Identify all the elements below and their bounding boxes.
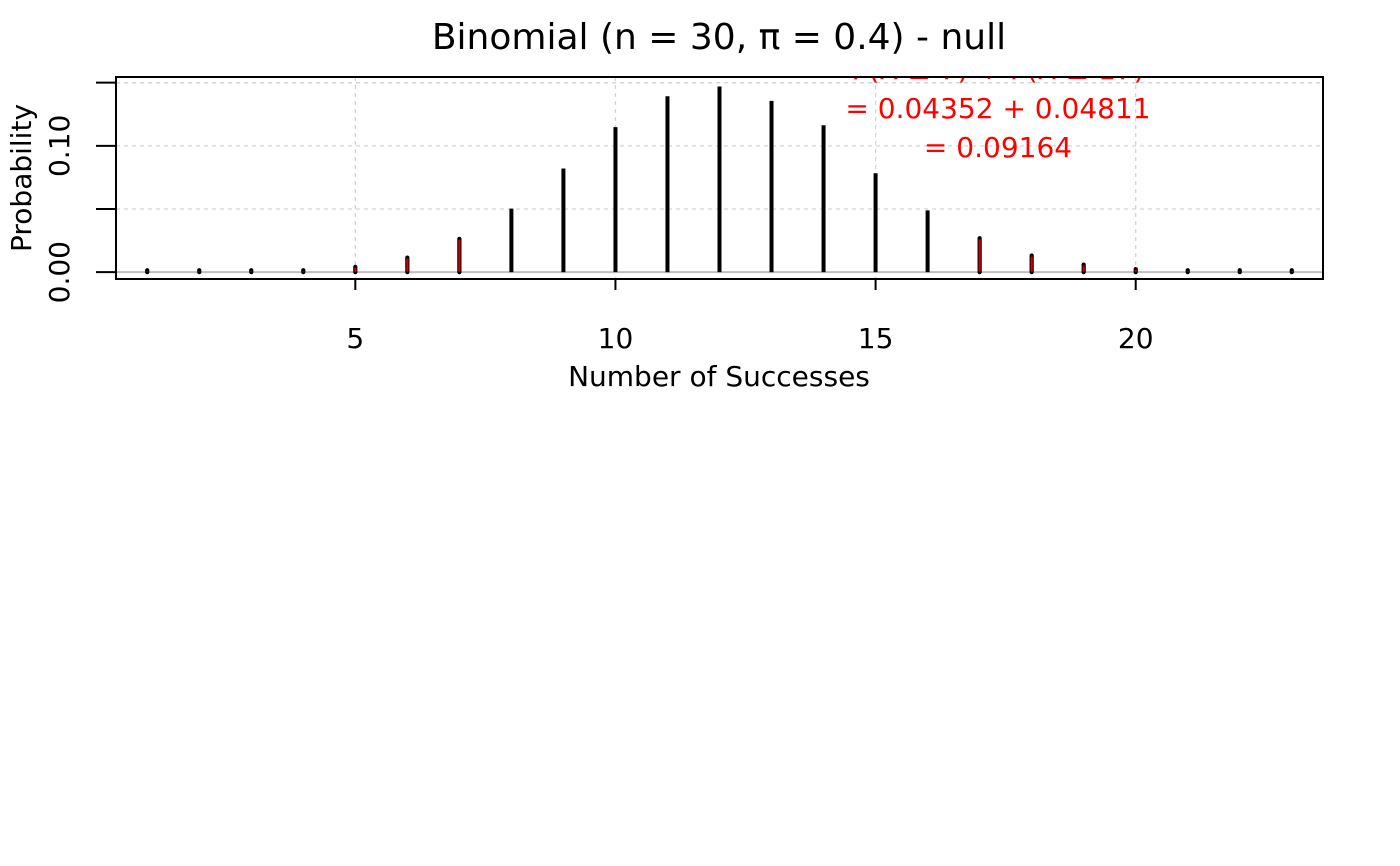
x-axis-label: Number of Successes (568, 360, 870, 393)
y-tick-label: 0.10 (43, 115, 76, 177)
plot-frame (115, 76, 1324, 280)
x-tick-label-20: 20 (1118, 322, 1154, 355)
chart-title: Binomial (n = 30, π = 0.4) - null (432, 17, 1006, 58)
y-axis-label: Probability (5, 104, 38, 252)
x-tick-label-10: 10 (598, 322, 634, 355)
annotation-line-2: = 0.04352 + 0.04811 (845, 92, 1150, 125)
y-tick-label: 0.00 (43, 241, 76, 303)
y-axis: 0.00 0.10 (43, 81, 116, 303)
bars (145, 86, 1294, 275)
x-tick-label-5: 5 (346, 322, 364, 355)
x-tick-label-15: 15 (858, 322, 894, 355)
annotation-line-1: P(X ≤ 7) + P(X ≥ 17) (851, 53, 1144, 86)
annotation: P(X ≤ 7) + P(X ≥ 17) = 0.04352 + 0.04811 =… (845, 53, 1150, 164)
x-axis: 5 10 15 20 (346, 279, 1154, 355)
annotation-line-3: = 0.09164 (924, 131, 1072, 164)
